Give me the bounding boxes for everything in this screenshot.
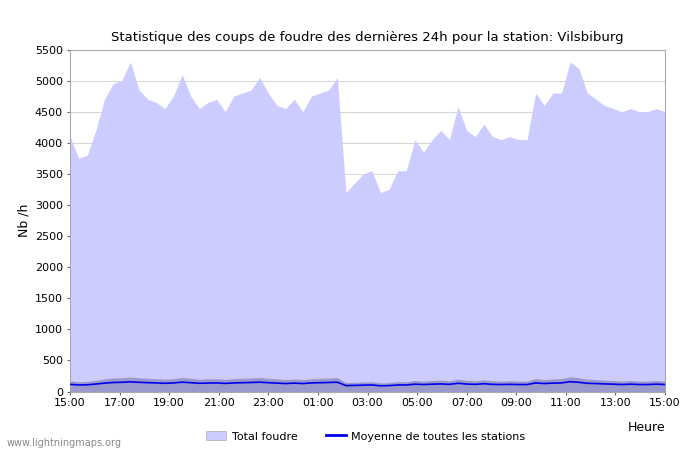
Text: Heure: Heure (627, 421, 665, 433)
Y-axis label: Nb /h: Nb /h (18, 204, 31, 237)
Text: www.lightningmaps.org: www.lightningmaps.org (7, 438, 122, 448)
Title: Statistique des coups de foudre des dernières 24h pour la station: Vilsbiburg: Statistique des coups de foudre des dern… (111, 31, 624, 44)
